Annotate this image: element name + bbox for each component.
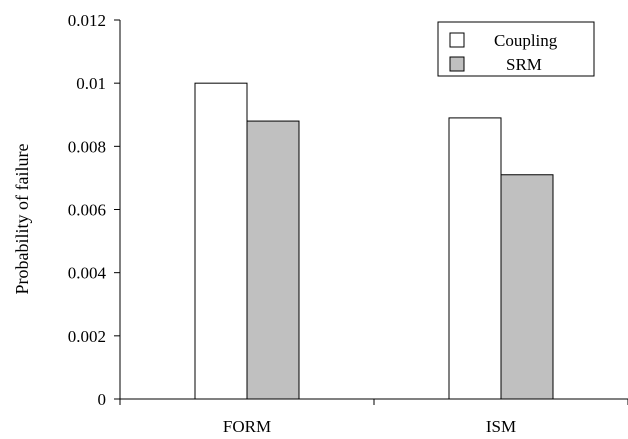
y-axis: 0 0.002 0.004 0.006 0.008 0.01 0.012 [68,11,121,409]
bars [194,82,554,400]
legend-swatch-srm [449,56,465,72]
bar-srm-form [246,120,300,400]
legend: Coupling SRM [437,21,595,77]
y-axis-title: Probability of failure [12,144,32,295]
x-category-label: FORM [223,417,271,436]
y-tick-label: 0.012 [68,11,106,30]
y-tick-label: 0.002 [68,327,106,346]
y-tick-label: 0.008 [68,137,106,156]
bar-coupling-ism [448,117,502,400]
x-category-label: ISM [486,417,516,436]
y-tick-label: 0.006 [68,201,106,220]
bar-srm-ism [500,174,554,400]
y-tick-label: 0.004 [68,264,107,283]
legend-label-coupling: Coupling [494,31,558,50]
y-tick-label: 0.01 [76,74,106,93]
x-axis: FORM ISM [119,398,628,436]
y-tick-label: 0 [98,390,107,409]
legend-label-srm: SRM [506,55,542,74]
bar-coupling-form [194,82,248,400]
legend-swatch-coupling [449,32,465,48]
